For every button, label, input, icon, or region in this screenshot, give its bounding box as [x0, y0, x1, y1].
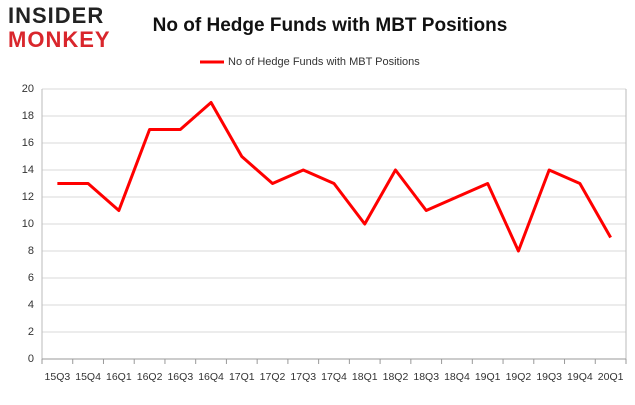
y-tick-label: 20 [22, 83, 34, 95]
y-tick-label: 0 [28, 353, 34, 365]
x-tick-label: 17Q2 [260, 371, 286, 383]
x-tick-label: 18Q3 [413, 371, 439, 383]
logo-top: INSIDER [8, 3, 104, 28]
legend-label: No of Hedge Funds with MBT Positions [228, 56, 420, 68]
x-tick-label: 17Q1 [229, 371, 255, 383]
y-tick-label: 16 [22, 137, 34, 149]
x-tick-label: 20Q1 [598, 371, 624, 383]
y-tick-label: 2 [28, 326, 34, 338]
x-tick-label: 18Q4 [444, 371, 470, 383]
logo-bottom: MONKEY [8, 27, 111, 52]
x-tick-label: 18Q2 [383, 371, 409, 383]
x-tick-label: 19Q2 [506, 371, 532, 383]
x-tick-label: 17Q4 [321, 371, 347, 383]
x-tick-label: 18Q1 [352, 371, 378, 383]
x-tick-label: 16Q1 [106, 371, 132, 383]
x-tick-label: 19Q4 [567, 371, 593, 383]
x-tick-label: 16Q4 [198, 371, 224, 383]
y-tick-label: 6 [28, 272, 34, 284]
y-tick-label: 8 [28, 245, 34, 257]
x-tick-label: 15Q4 [75, 371, 101, 383]
y-tick-label: 14 [22, 164, 34, 176]
x-tick-label: 19Q1 [475, 371, 501, 383]
y-tick-label: 10 [22, 218, 34, 230]
y-tick-label: 4 [28, 299, 34, 311]
x-tick-label: 19Q3 [536, 371, 562, 383]
x-tick-label: 16Q2 [137, 371, 163, 383]
x-tick-label: 15Q3 [45, 371, 71, 383]
x-tick-label: 16Q3 [167, 371, 193, 383]
chart-title: No of Hedge Funds with MBT Positions [153, 15, 508, 36]
y-tick-label: 18 [22, 110, 34, 122]
y-tick-label: 12 [22, 191, 34, 203]
data-line [57, 101, 612, 253]
x-tick-label: 17Q3 [290, 371, 316, 383]
